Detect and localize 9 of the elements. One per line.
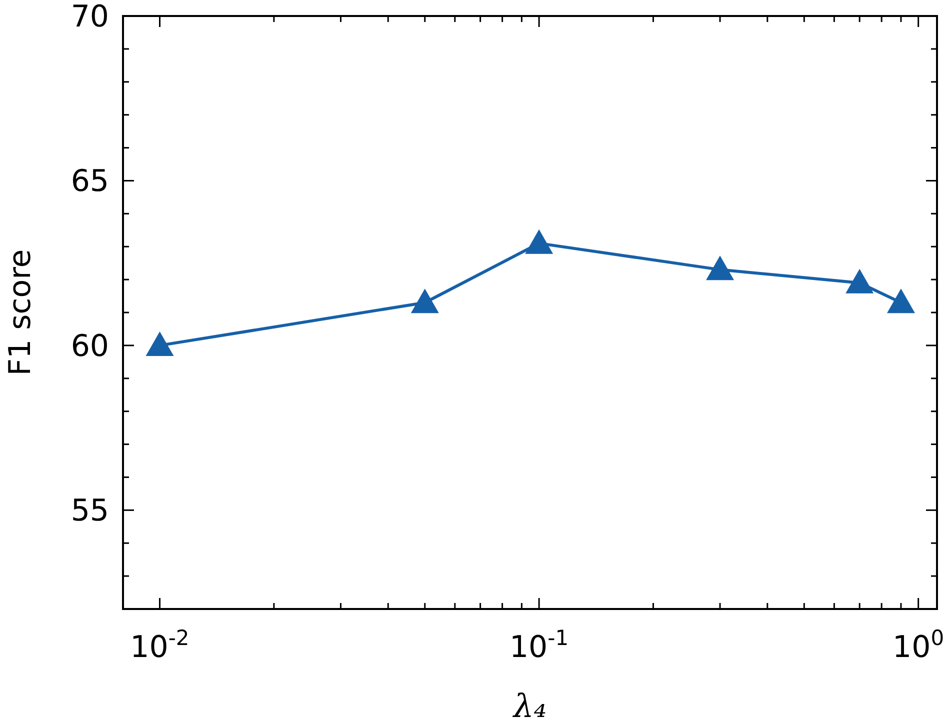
x-axis-title: λ₄ bbox=[511, 687, 547, 725]
x-tick-label: 10$^{-1}$ bbox=[509, 626, 569, 665]
y-tick-label: 65 bbox=[70, 164, 109, 200]
y-tick-label: 60 bbox=[70, 328, 109, 364]
y-tick-label: 55 bbox=[70, 494, 109, 529]
y-axis-title: F1 score bbox=[3, 249, 38, 376]
y-tick-label: 70 bbox=[70, 0, 109, 34]
x-tick-label: 10$^{0}$ bbox=[892, 626, 944, 665]
x-tick-label: 10$^{-2}$ bbox=[130, 626, 190, 665]
